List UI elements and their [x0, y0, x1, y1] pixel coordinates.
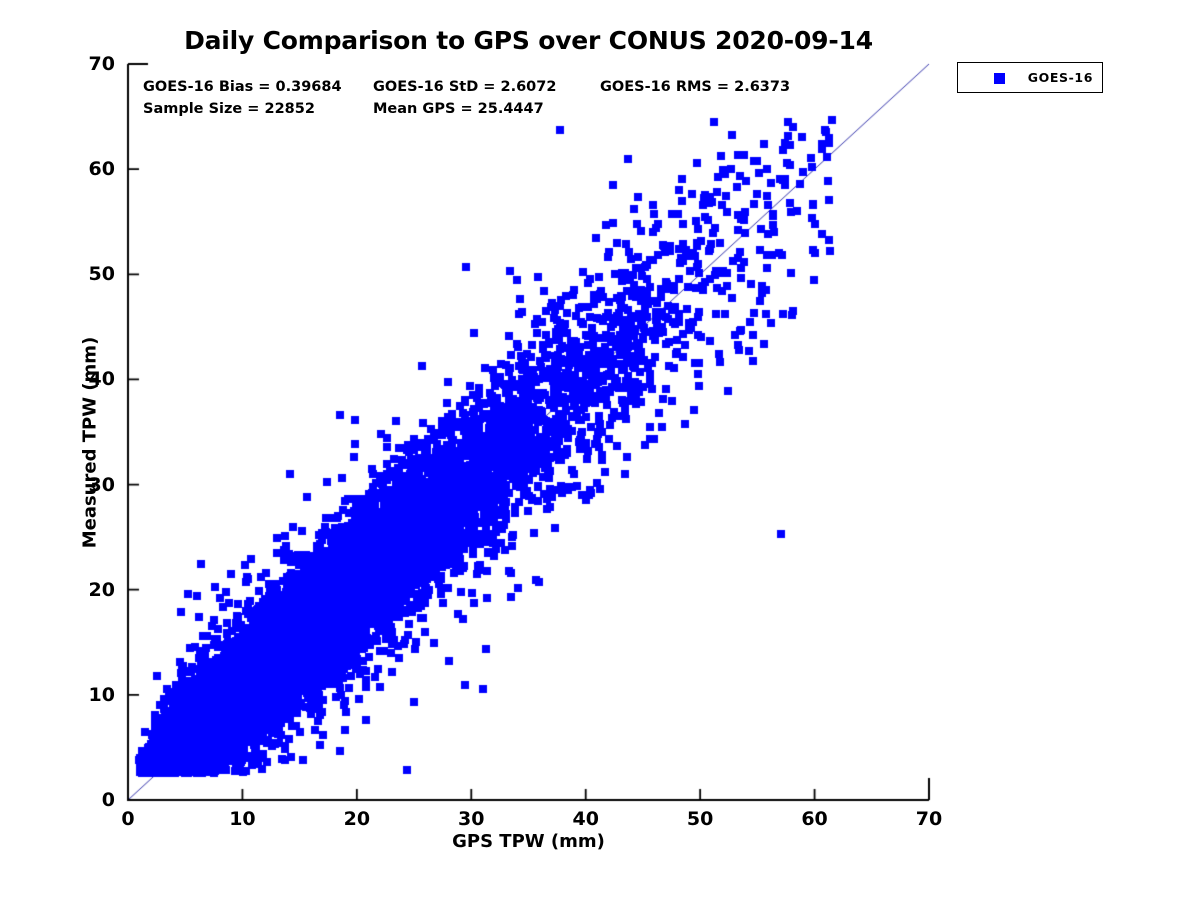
page-title: Daily Comparison to GPS over CONUS 2020-…	[184, 26, 873, 55]
legend-swatch-goes-16	[994, 73, 1005, 84]
x-tick-label: 70	[915, 808, 943, 830]
y-tick-label: 70	[88, 53, 115, 75]
stat-mean-gps: Mean GPS = 25.4447	[373, 101, 544, 117]
stat-std: GOES-16 StD = 2.6072	[373, 79, 557, 95]
y-tick-label: 60	[88, 158, 115, 181]
y-tick-label: 20	[88, 578, 115, 601]
legend[interactable]: GOES-16	[957, 62, 1103, 93]
legend-label-goes-16: GOES-16	[1027, 70, 1093, 85]
y-axis-label: Measured TPW (mm)	[79, 336, 101, 549]
x-tick-label: 60	[801, 808, 828, 830]
y-tick-label: 0	[101, 789, 115, 811]
x-tick-label: 40	[572, 808, 599, 830]
x-tick-label: 50	[686, 808, 714, 830]
stat-rms: GOES-16 RMS = 2.6373	[600, 79, 791, 95]
x-axis-label: GPS TPW (mm)	[452, 831, 605, 852]
x-tick-label: 20	[343, 808, 371, 830]
stat-bias: GOES-16 Bias = 0.39684	[143, 79, 342, 95]
y-tick-label: 10	[88, 683, 115, 706]
y-tick-label: 40	[88, 368, 115, 391]
x-tick-label: 30	[458, 808, 485, 830]
x-tick-label: 10	[229, 808, 256, 830]
y-tick-label: 30	[88, 473, 115, 496]
stat-sample-size: Sample Size = 22852	[143, 101, 315, 117]
x-tick-label: 0	[121, 808, 135, 830]
y-tick-label: 50	[88, 263, 115, 286]
